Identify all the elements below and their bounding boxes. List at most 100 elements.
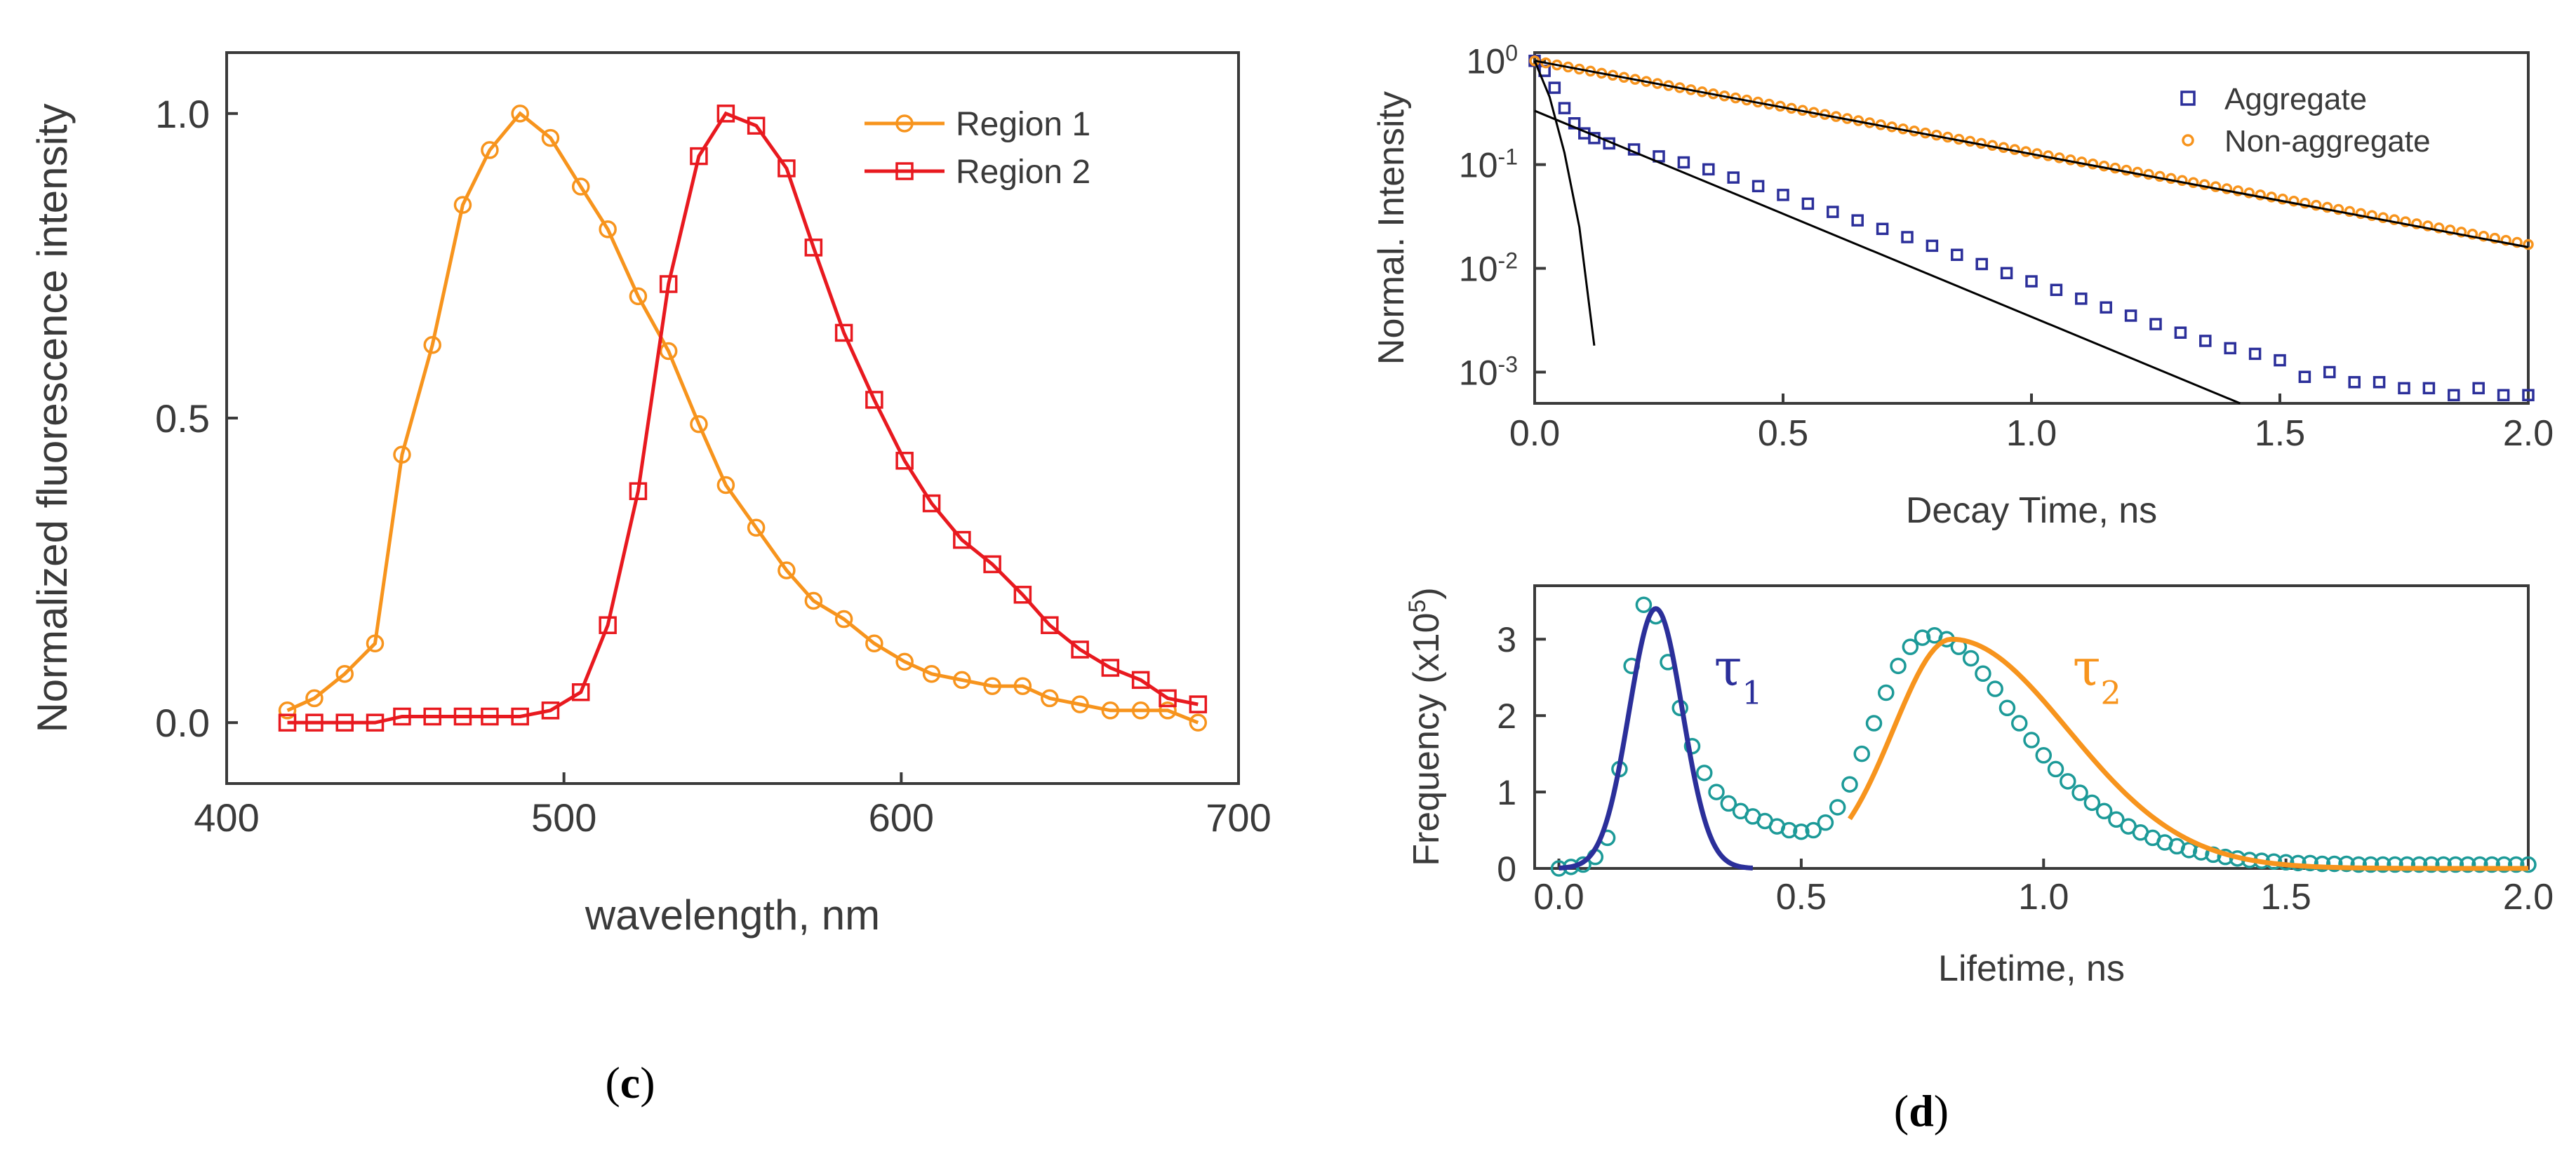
panel-d-bottom-point <box>1914 629 1931 646</box>
panel-c-point <box>335 664 354 683</box>
panel-c-point <box>747 116 766 135</box>
panel-d-top-point <box>2433 222 2445 234</box>
panel-d-bottom-ylabel: Frequency (x105) <box>1404 587 1447 866</box>
panel-d-bottom-series-2 <box>1559 606 1754 871</box>
panel-d-top-point <box>1751 180 1765 193</box>
panel-d-bottom-point <box>2302 854 2318 872</box>
panel-c-point <box>1071 640 1089 659</box>
panel-d-top-series-4 <box>1534 109 2241 405</box>
panel-d-bottom-point <box>2447 856 2464 873</box>
panel-d-top-point <box>1677 156 1690 169</box>
panel-d-top-xtick-label: 1.5 <box>2255 413 2305 454</box>
panel-d-bottom-point <box>1853 745 1870 762</box>
panel-d-top-point <box>2100 301 2112 314</box>
panel-c-point <box>1131 671 1150 690</box>
panel-d-top-point <box>2266 192 2277 203</box>
panel-d-top-point <box>2398 382 2410 395</box>
panel-c-point <box>481 141 499 159</box>
panel-c-point <box>1159 689 1177 708</box>
panel-c-point <box>983 677 1001 695</box>
panel-d-top-point <box>2310 199 2322 211</box>
panel-d-top-series-3 <box>1534 60 2529 248</box>
panel-c-point <box>599 220 617 238</box>
panel-d-bottom-point <box>2423 856 2440 873</box>
panel-d-top-point <box>2422 220 2434 231</box>
panel-c-xlabel: wavelength, nm <box>585 892 880 939</box>
panel-d-top-point <box>2255 189 2266 201</box>
panel-d-top-point <box>2174 326 2187 339</box>
panel-d-bottom-point <box>1962 650 1980 667</box>
panel-c-point <box>690 415 708 434</box>
panel-d-bottom-point <box>2010 715 2028 732</box>
panel-d-bottom-point <box>2023 732 2040 748</box>
panel-d-top-point <box>2232 185 2244 196</box>
panel-d-bottom-point <box>2362 856 2380 873</box>
panel-c-point <box>804 591 823 610</box>
panel-d-top-point <box>2323 365 2336 379</box>
panel-d-bottom-fit-curve <box>1559 606 1754 871</box>
panel-c-point <box>983 555 1001 574</box>
panel-c-point <box>541 128 560 147</box>
panel-c-point <box>481 707 499 726</box>
panel-d-top-point <box>2422 382 2436 395</box>
panel-d-bottom-xtick-label: 1.5 <box>2260 877 2311 918</box>
panel-c-point <box>1013 677 1032 695</box>
panel-d-top-point <box>2497 389 2510 402</box>
panel-d-top-ytick-label: 100 <box>1467 41 1518 81</box>
panel-c-xtick-label: 700 <box>1206 795 1271 840</box>
panel-d-top-point <box>2050 283 2063 297</box>
panel-d-top-point <box>1975 257 1988 271</box>
panel-d-bottom-point <box>2387 856 2403 873</box>
panel-d-bottom-point <box>1708 784 1725 800</box>
panel-c-point <box>690 147 708 166</box>
panel-d-bottom-point <box>1987 680 2003 697</box>
panel-d-top-point <box>2489 232 2501 244</box>
panel-d-top-point <box>2511 236 2523 248</box>
panel-c-point <box>1131 701 1150 720</box>
panel-c-point <box>1013 586 1032 604</box>
panel-d-top-point <box>1876 222 1889 236</box>
panel-c-point <box>366 634 385 653</box>
panel-d-top-ytick-label: 10-1 <box>1459 145 1518 185</box>
panel-d-top-fit-line <box>1534 60 2529 248</box>
panel-c-point <box>778 561 796 579</box>
panel-d-bottom-point <box>2338 855 2355 873</box>
panel-d-bottom-ytick-label: 3 <box>1497 620 1516 659</box>
panel-d-top-xtick-label: 1.0 <box>2006 413 2057 454</box>
panel-d-top-series-5 <box>1533 60 1596 346</box>
panel-c-point <box>1159 701 1177 720</box>
panel-d-bottom-point <box>1902 638 1919 655</box>
panel-d-top-ytick-label: 10-3 <box>1459 351 1518 392</box>
panel-d-top-point <box>2300 197 2311 209</box>
panel-d-top-fit-line <box>1533 60 1596 346</box>
panel-d-top-point <box>2075 293 2088 305</box>
panel-d-bottom-chart: 0.0 0.5 1.0 1.5 2.0 0 1 2 3 Lifetime, ns Freque… <box>1404 584 2554 989</box>
panel-d-bottom-point <box>2083 794 2101 812</box>
panel-d-top-point <box>2288 195 2300 207</box>
panel-c-point <box>423 707 441 726</box>
legend-marker <box>2182 134 2194 147</box>
panel-d-top-point <box>1548 81 1561 94</box>
panel-d-bottom-ytick-label: 0 <box>1497 849 1516 889</box>
panel-d-bottom-point <box>2108 811 2125 828</box>
panel-d-top-point <box>1926 239 1939 253</box>
panel-d-top-point <box>2348 376 2361 389</box>
panel-d-top-point <box>2455 227 2467 238</box>
panel-c-point <box>453 707 472 726</box>
panel-d-top-point <box>2523 238 2534 250</box>
panel-c-point <box>804 238 823 257</box>
panel-c-point <box>571 177 590 196</box>
panel-d-top-point <box>2333 203 2344 215</box>
panel-c-ylabel: Normalized fluorescence intensity <box>29 103 76 732</box>
panel-d-top-point <box>2366 210 2378 222</box>
panel-d-bottom-point <box>1780 821 1798 839</box>
panel-d-bottom-point <box>2375 856 2391 873</box>
legend-marker <box>895 114 914 133</box>
panel-d-top-point <box>1901 231 1914 243</box>
panel-c-point <box>747 518 766 537</box>
panel-d-bottom-point <box>1793 823 1810 840</box>
panel-c-point <box>1189 713 1208 732</box>
panel-d-top-point <box>2248 347 2262 361</box>
tau-annotation: τ2 <box>2073 638 2121 712</box>
panel-d-top-point <box>1951 248 1963 262</box>
